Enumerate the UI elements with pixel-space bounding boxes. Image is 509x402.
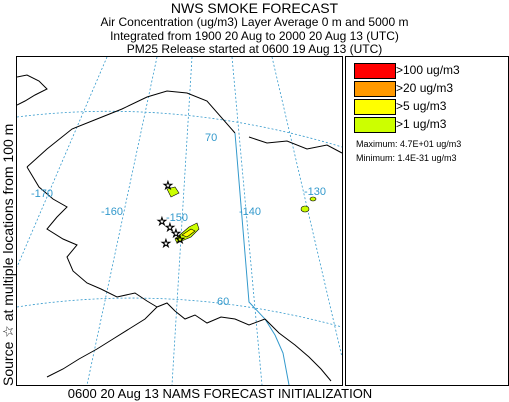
alaska-north-coast: [26, 90, 236, 168]
longitude-170-line: [17, 57, 108, 268]
alaska-west-coast: [26, 166, 158, 308]
legend-minimum: Minimum: 1.4E-31 ug/m3: [356, 153, 457, 163]
source-star-icon: ☆: [165, 222, 175, 234]
longitude-160-line: [86, 57, 158, 385]
smoke-plume-north: [166, 186, 180, 198]
concentration-subtitle: Air Concentration (ug/m3) Layer Average …: [100, 15, 409, 29]
release-info: PM25 Release started at 0600 19 Aug 13 (…: [126, 42, 383, 56]
source-star-icon: ☆: [171, 228, 181, 240]
source-star-icon: ☆: [163, 180, 173, 192]
map-panel: 70 60 -170 -160 -150 -140 -130 ☆ ☆ ☆ ☆ ☆…: [16, 56, 343, 386]
legend-label: >100 ug/m3: [396, 63, 460, 77]
legend-panel: >100 ug/m3 >20 ug/m3 >5 ug/m3 >1 ug/m3 M…: [345, 56, 509, 386]
lat-70-label: 70: [205, 132, 217, 144]
lat-60-label: 60: [217, 296, 229, 308]
alaska-peninsula: [46, 306, 158, 378]
source-star-icon: ☆: [161, 238, 171, 250]
legend-swatch-red: [354, 63, 396, 79]
alaska-south-coast: [156, 302, 266, 326]
lon-130-label: -130: [304, 186, 326, 198]
alaska-canada-border: [234, 132, 290, 385]
legend-label: >20 ug/m3: [396, 81, 454, 95]
forecast-title: NWS SMOKE FORECAST: [170, 0, 339, 16]
smoke-plume-east-2: [309, 196, 317, 202]
lon-150-label: -150: [166, 212, 188, 224]
legend-swatch-lime: [354, 117, 396, 133]
legend-swatch-orange: [354, 81, 396, 97]
source-star-icon: ☆: [157, 216, 167, 228]
longitude-130-line: [271, 57, 342, 358]
longitude-140-line: [231, 57, 263, 385]
panhandle-coast: [264, 318, 332, 382]
lon-160-label: -160: [101, 206, 123, 218]
legend-swatch-yellow: [354, 99, 396, 115]
legend-label: >1 ug/m3: [396, 117, 447, 131]
source-star-icon: ☆: [175, 234, 185, 246]
smoke-plume-east: [300, 205, 310, 213]
forecast-initialization-footer: 0600 20 Aug 13 NAMS FORECAST INITIALIZAT…: [67, 386, 373, 401]
canada-arctic-coast: [248, 136, 342, 154]
longitude-150-line: [171, 57, 193, 385]
latitude-70-line: [17, 110, 342, 148]
lon-140-label: -140: [239, 206, 261, 218]
legend-label: >5 ug/m3: [396, 99, 447, 113]
latitude-60-line: [17, 297, 342, 328]
smoke-plume-central-core: [181, 228, 196, 238]
integration-period: Integrated from 1900 20 Aug to 2000 20 A…: [110, 29, 399, 43]
alaska-map: 70 60 -170 -160 -150 -140 -130 ☆ ☆ ☆ ☆ ☆…: [17, 57, 342, 385]
legend-maximum: Maximum: 4.7E+01 ug/m3: [356, 139, 462, 149]
lon-170-label: -170: [31, 188, 53, 200]
russia-coast: [17, 74, 48, 106]
